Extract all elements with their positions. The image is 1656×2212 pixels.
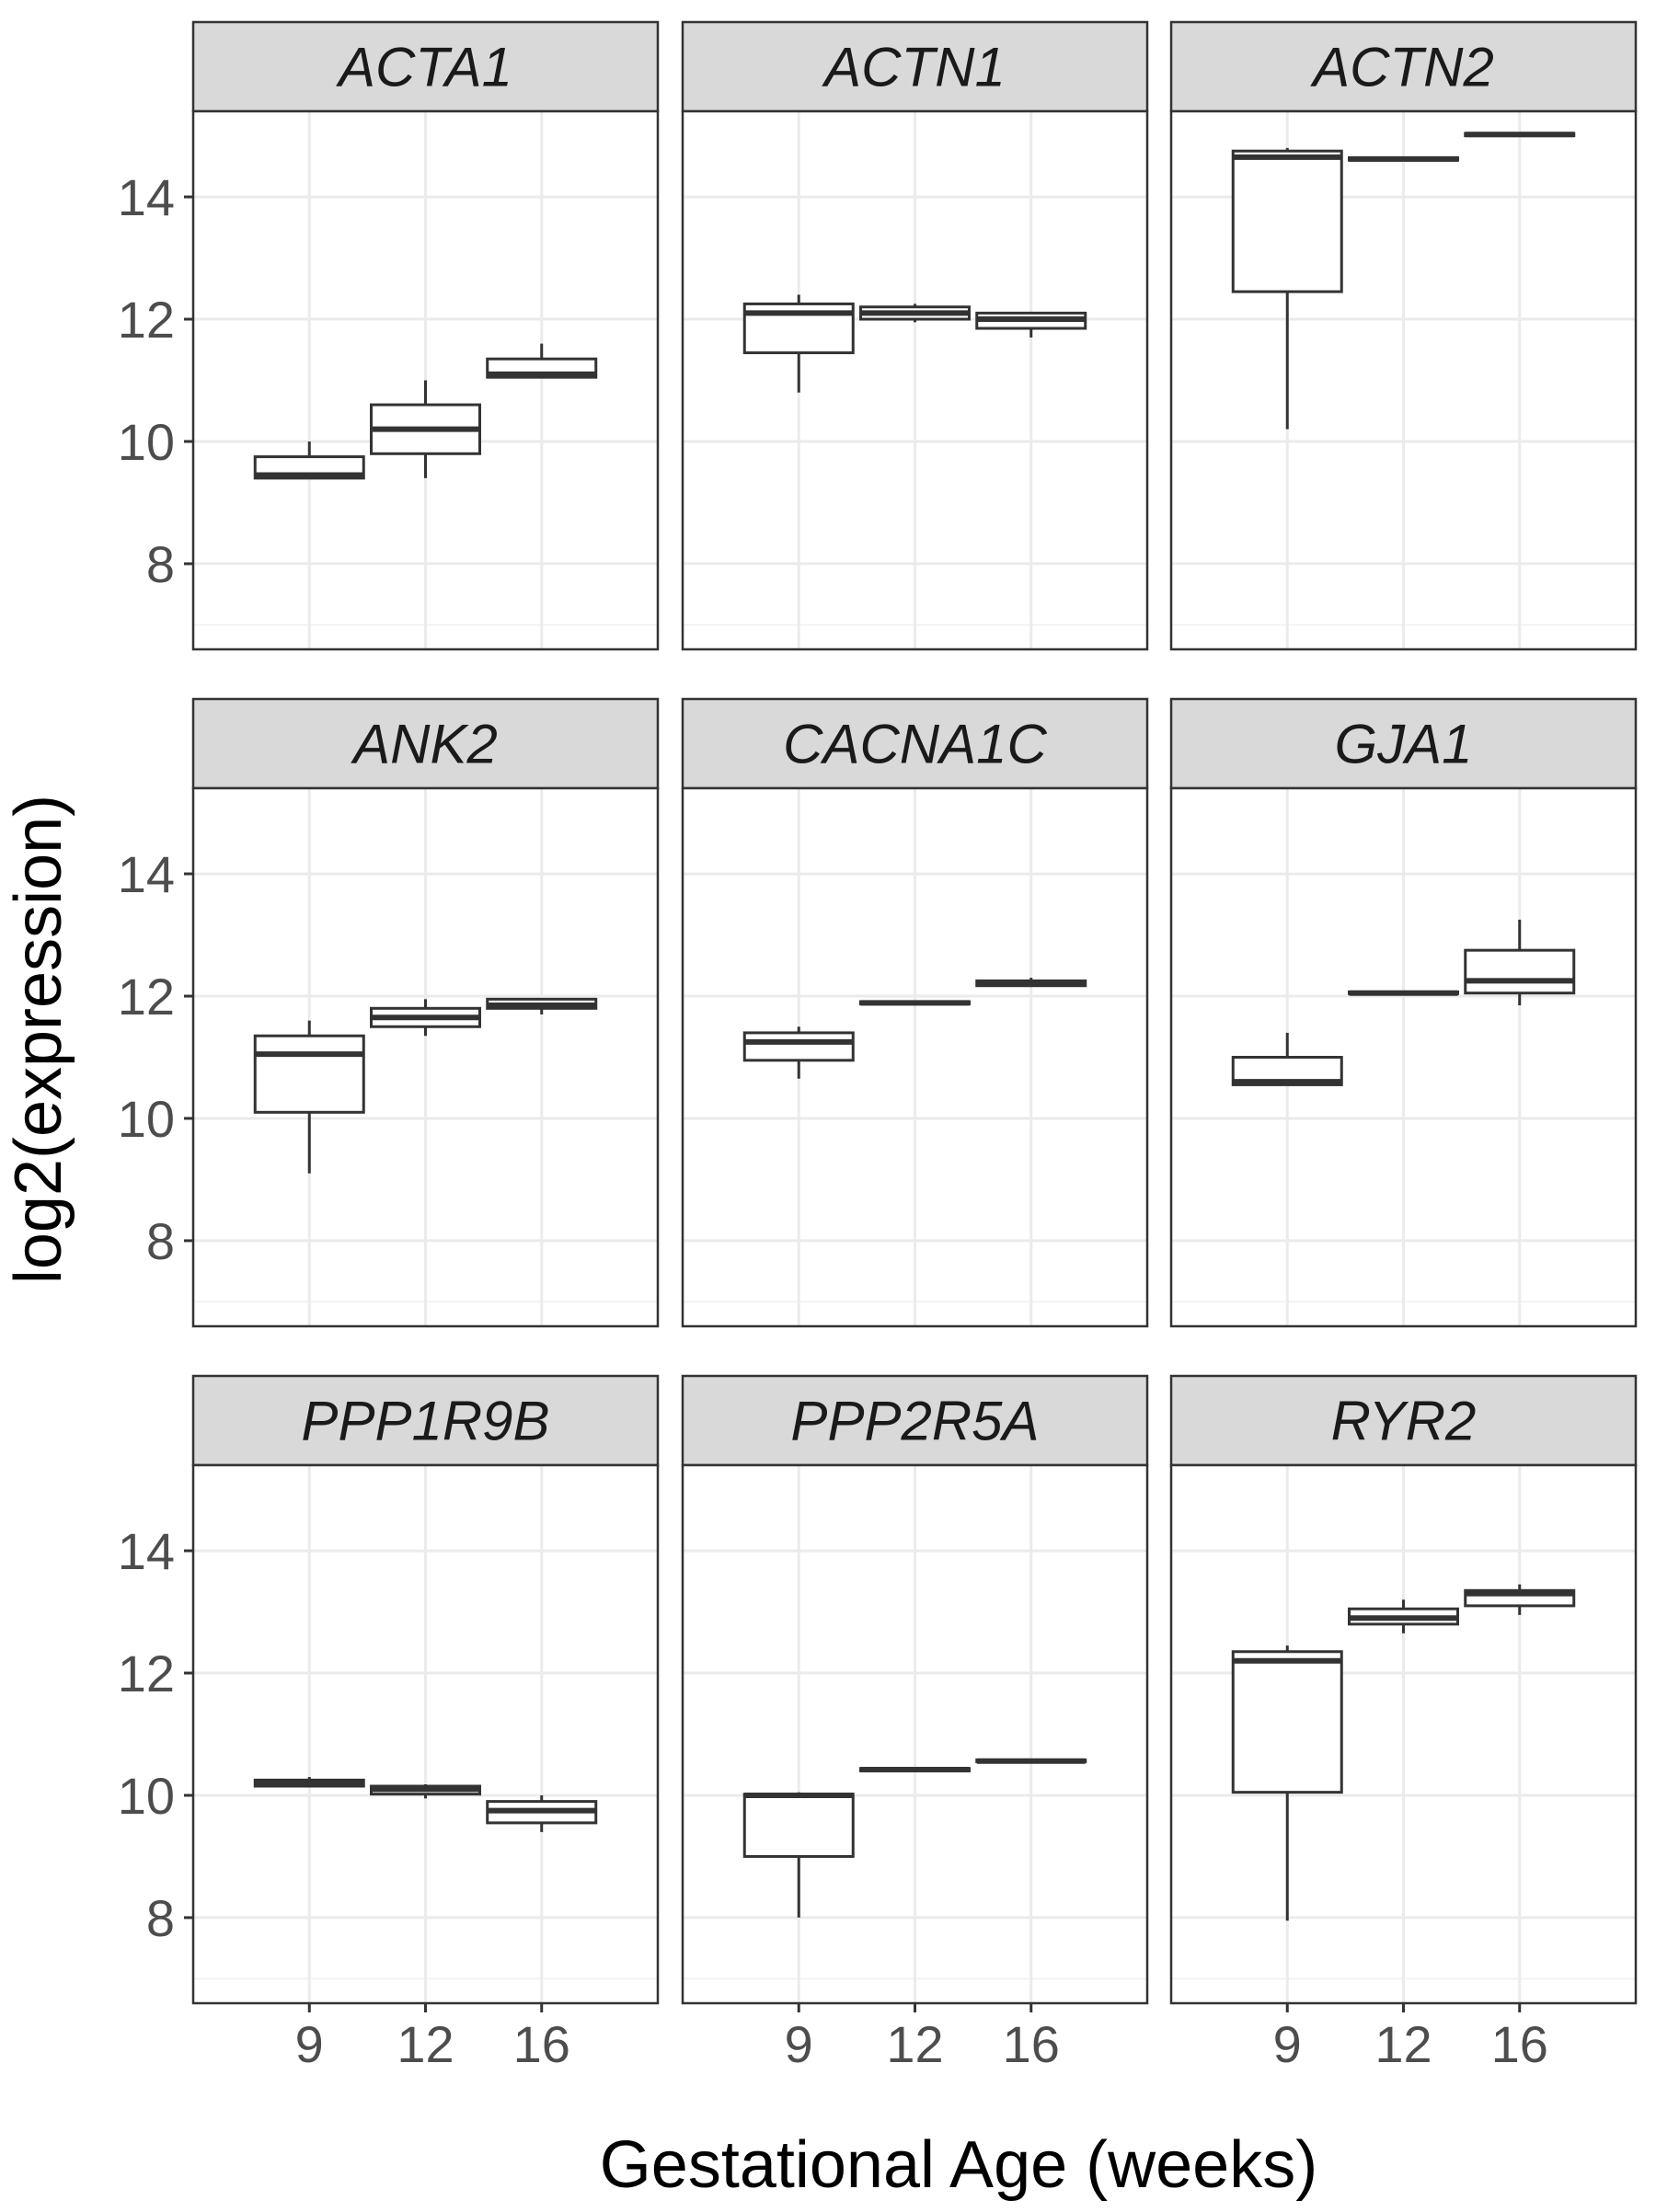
box-iqr xyxy=(1464,948,1576,995)
facet-strip-label: RYR2 xyxy=(1331,1391,1477,1452)
x-tick-label: 9 xyxy=(295,2015,324,2073)
box-cacna1c-9 xyxy=(742,1026,855,1079)
y-tick-label: 10 xyxy=(118,1767,175,1825)
box-ppp1r9b-9 xyxy=(253,1777,365,1788)
panel-border xyxy=(191,109,660,651)
facet-panel-actn1: ACTN1 xyxy=(681,20,1149,651)
box-iqr xyxy=(742,1793,855,1858)
box-ank2-9 xyxy=(253,1020,365,1174)
x-tick-label: 9 xyxy=(1273,2015,1302,2073)
facet-strip-label: ACTN1 xyxy=(822,37,1006,98)
box-actn1-9 xyxy=(742,294,855,393)
panel-border xyxy=(1169,786,1638,1328)
facet-panel-ppp2r5a: PPP2R5A 9 12 16 xyxy=(681,1374,1149,2073)
box-ryr2-12 xyxy=(1348,1599,1459,1633)
box-cacna1c-12 xyxy=(859,1000,971,1006)
x-tick-label: 16 xyxy=(513,2015,570,2073)
x-tick-label: 9 xyxy=(785,2015,813,2073)
facet-strip xyxy=(1169,697,1638,790)
y-tick-label: 8 xyxy=(146,1889,175,1947)
panel-border xyxy=(191,786,660,1328)
facets-layer: ACTA1 8 10 12 14 ACTN1 ACTN2 ANK2 8 10 12 14 CACNA1C… xyxy=(118,20,1638,2073)
facet-panel-ppp1r9b: PPP1R9B 8 10 12 14 9 12 16 xyxy=(118,1374,660,2073)
box-gja1-9 xyxy=(1231,1032,1343,1086)
facet-strip-label: ACTA1 xyxy=(336,37,512,98)
y-tick-label: 12 xyxy=(118,1645,175,1702)
y-tick-label: 14 xyxy=(118,1522,175,1580)
box-iqr xyxy=(742,1031,855,1062)
x-tick-label: 16 xyxy=(1491,2015,1548,2073)
box-acta1-12 xyxy=(370,380,481,478)
facet-strip xyxy=(681,20,1149,113)
y-tick-label: 10 xyxy=(118,1090,175,1148)
y-tick-label: 8 xyxy=(146,535,175,593)
box-iqr xyxy=(1231,1650,1343,1794)
box-actn1-12 xyxy=(859,304,971,323)
y-tick-label: 8 xyxy=(146,1212,175,1270)
facet-strip-label: ACTN2 xyxy=(1310,37,1494,98)
box-gja1-12 xyxy=(1348,990,1459,996)
box-ppp1r9b-16 xyxy=(486,1794,598,1832)
facet-panel-gja1: GJA1 xyxy=(1169,697,1638,1328)
facet-panel-ryr2: RYR2 9 12 16 xyxy=(1169,1374,1638,2073)
y-tick-label: 14 xyxy=(118,168,175,226)
box-actn1-16 xyxy=(975,311,1087,338)
facet-panel-ank2: ANK2 8 10 12 14 xyxy=(118,697,660,1328)
y-tick-label: 12 xyxy=(118,968,175,1026)
box-iqr xyxy=(253,1034,365,1114)
facet-strip xyxy=(681,697,1149,790)
facet-strip xyxy=(681,1374,1149,1467)
box-ppp2r5a-9 xyxy=(742,1792,855,1918)
y-tick-label: 12 xyxy=(118,291,175,349)
box-actn2-12 xyxy=(1348,155,1459,162)
facet-panel-cacna1c: CACNA1C xyxy=(681,697,1149,1328)
x-tick-label: 12 xyxy=(397,2015,454,2073)
box-ank2-12 xyxy=(370,999,481,1037)
panel-border xyxy=(681,786,1149,1328)
box-iqr xyxy=(1231,149,1343,293)
facet-strip-label: GJA1 xyxy=(1334,714,1472,775)
box-ppp2r5a-12 xyxy=(859,1767,971,1773)
x-tick-label: 16 xyxy=(1003,2015,1060,2073)
facet-strip xyxy=(191,1374,660,1467)
x-axis-title: Gestational Age (weeks) xyxy=(600,2128,1317,2202)
box-ppp1r9b-12 xyxy=(370,1784,481,1799)
box-actn2-9 xyxy=(1231,147,1343,430)
facet-strip-label: CACNA1C xyxy=(783,714,1047,775)
box-ryr2-9 xyxy=(1231,1645,1343,1921)
facet-strip xyxy=(1169,20,1638,113)
facet-panel-actn2: ACTN2 xyxy=(1169,20,1638,651)
box-ank2-16 xyxy=(486,997,598,1014)
facet-strip-label: PPP2R5A xyxy=(790,1391,1039,1452)
facet-strip-label: PPP1R9B xyxy=(301,1391,549,1452)
x-tick-label: 12 xyxy=(1374,2015,1432,2073)
facet-panel-acta1: ACTA1 8 10 12 14 xyxy=(118,20,660,651)
panel-border xyxy=(1169,109,1638,651)
box-actn2-16 xyxy=(1464,132,1576,138)
facet-strip xyxy=(191,20,660,113)
panel-border xyxy=(681,109,1149,651)
box-acta1-9 xyxy=(253,441,365,480)
y-tick-label: 10 xyxy=(118,413,175,471)
x-tick-label: 12 xyxy=(886,2015,943,2073)
box-gja1-16 xyxy=(1464,919,1576,1005)
y-tick-label: 14 xyxy=(118,845,175,903)
box-ryr2-16 xyxy=(1464,1584,1576,1615)
box-acta1-16 xyxy=(486,343,598,379)
box-ppp2r5a-16 xyxy=(975,1758,1087,1764)
box-cacna1c-16 xyxy=(975,978,1087,988)
y-axis-title: log2(expression) xyxy=(2,795,75,1284)
facet-strip-label: ANK2 xyxy=(351,714,498,775)
